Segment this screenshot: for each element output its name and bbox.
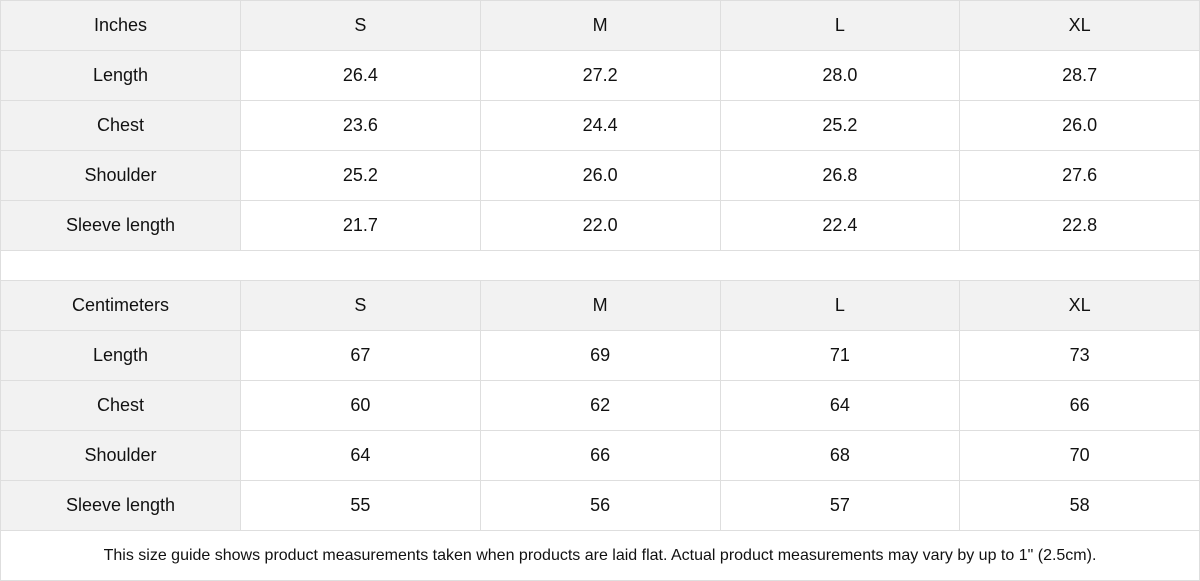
size-header: M bbox=[479, 280, 721, 331]
size-header: L bbox=[719, 280, 961, 331]
row-label: Length bbox=[0, 50, 241, 101]
spacer-cell bbox=[0, 250, 1200, 281]
header-row: Centimeters S M L XL bbox=[0, 280, 1200, 331]
measurement-cell: 57 bbox=[719, 480, 961, 531]
measurement-cell: 58 bbox=[959, 480, 1200, 531]
measurement-cell: 21.7 bbox=[240, 200, 481, 251]
measurement-cell: 66 bbox=[959, 380, 1200, 431]
note-row: This size guide shows product measuremen… bbox=[0, 530, 1200, 581]
size-header: S bbox=[240, 0, 481, 51]
measurement-cell: 24.4 bbox=[479, 100, 721, 151]
measurement-cell: 27.2 bbox=[479, 50, 721, 101]
measurement-cell: 64 bbox=[240, 430, 481, 481]
measurement-cell: 73 bbox=[959, 330, 1200, 381]
measurement-cell: 26.0 bbox=[479, 150, 721, 201]
measurement-cell: 22.8 bbox=[959, 200, 1200, 251]
measurement-cell: 22.0 bbox=[479, 200, 721, 251]
measurement-cell: 69 bbox=[479, 330, 721, 381]
table-row: Sleeve length 55 56 57 58 bbox=[0, 480, 1200, 531]
table-row: Chest 60 62 64 66 bbox=[0, 380, 1200, 431]
size-header: M bbox=[479, 0, 721, 51]
unit-header: Inches bbox=[0, 0, 241, 51]
table-row: Sleeve length 21.7 22.0 22.4 22.8 bbox=[0, 200, 1200, 251]
measurement-cell: 55 bbox=[240, 480, 481, 531]
measurement-cell: 28.7 bbox=[959, 50, 1200, 101]
measurement-cell: 60 bbox=[240, 380, 481, 431]
table-row: Shoulder 25.2 26.0 26.8 27.6 bbox=[0, 150, 1200, 201]
table-row: Length 67 69 71 73 bbox=[0, 330, 1200, 381]
measurement-cell: 26.0 bbox=[959, 100, 1200, 151]
row-label: Sleeve length bbox=[0, 200, 241, 251]
measurement-cell: 66 bbox=[479, 430, 721, 481]
measurement-cell: 68 bbox=[719, 430, 961, 481]
measurement-cell: 22.4 bbox=[719, 200, 961, 251]
unit-header: Centimeters bbox=[0, 280, 241, 331]
size-header: XL bbox=[959, 280, 1200, 331]
measurement-cell: 23.6 bbox=[240, 100, 481, 151]
measurement-cell: 56 bbox=[479, 480, 721, 531]
row-label: Shoulder bbox=[0, 150, 241, 201]
row-label: Shoulder bbox=[0, 430, 241, 481]
measurement-cell: 25.2 bbox=[240, 150, 481, 201]
size-header: L bbox=[719, 0, 961, 51]
size-header: XL bbox=[959, 0, 1200, 51]
row-label: Length bbox=[0, 330, 241, 381]
table-row: Length 26.4 27.2 28.0 28.7 bbox=[0, 50, 1200, 101]
measurement-cell: 28.0 bbox=[719, 50, 961, 101]
size-header: S bbox=[240, 280, 481, 331]
table-row: Chest 23.6 24.4 25.2 26.0 bbox=[0, 100, 1200, 151]
measurement-cell: 26.4 bbox=[240, 50, 481, 101]
measurement-cell: 26.8 bbox=[719, 150, 961, 201]
measurement-cell: 64 bbox=[719, 380, 961, 431]
measurement-cell: 25.2 bbox=[719, 100, 961, 151]
header-row: Inches S M L XL bbox=[0, 0, 1200, 51]
table-spacer bbox=[0, 250, 1200, 281]
size-guide-note: This size guide shows product measuremen… bbox=[0, 530, 1200, 581]
measurement-cell: 62 bbox=[479, 380, 721, 431]
table-row: Shoulder 64 66 68 70 bbox=[0, 430, 1200, 481]
row-label: Chest bbox=[0, 380, 241, 431]
row-label: Sleeve length bbox=[0, 480, 241, 531]
measurement-cell: 27.6 bbox=[959, 150, 1200, 201]
measurement-cell: 70 bbox=[959, 430, 1200, 481]
row-label: Chest bbox=[0, 100, 241, 151]
measurement-cell: 67 bbox=[240, 330, 481, 381]
measurement-cell: 71 bbox=[719, 330, 961, 381]
